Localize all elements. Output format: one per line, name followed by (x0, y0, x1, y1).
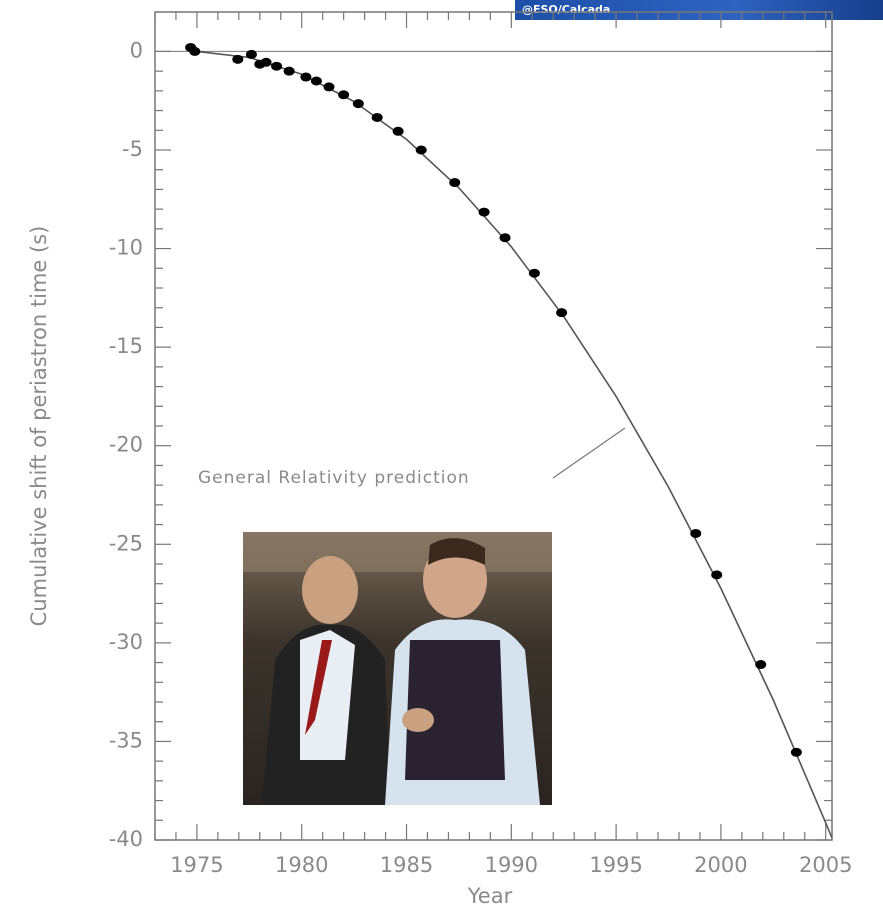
data-point (556, 308, 568, 318)
data-point (310, 76, 322, 86)
y-tick-label: -10 (109, 236, 143, 260)
x-tick-label: 1980 (275, 853, 328, 877)
data-point (528, 268, 540, 278)
annotation: General Relativity prediction (198, 468, 470, 488)
y-tick-label: -20 (109, 433, 143, 457)
data-point (260, 57, 272, 67)
y-tick-label: -15 (109, 334, 143, 358)
watermark-banner (515, 0, 883, 20)
data-point (245, 49, 257, 59)
x-tick-label: 1975 (170, 853, 223, 877)
y-tick-label: -40 (109, 827, 143, 851)
y-tick-label: -25 (109, 531, 143, 555)
data-point (478, 207, 490, 217)
data-point (271, 61, 283, 71)
data-point (711, 570, 723, 580)
y-tick-label: -30 (109, 630, 143, 654)
data-point (755, 660, 767, 670)
x-tick-label: 1990 (485, 853, 538, 877)
y-tick-label: -5 (122, 137, 143, 161)
y-axis-label: Cumulative shift of periastron time (s) (27, 226, 51, 627)
data-point (232, 54, 244, 64)
data-point (352, 99, 364, 109)
data-point (338, 90, 350, 100)
data-point (499, 233, 511, 243)
data-point (392, 126, 404, 136)
data-point (690, 528, 702, 538)
x-tick-label: 1985 (380, 853, 433, 877)
data-point (371, 112, 383, 122)
data-point (790, 747, 802, 757)
x-tick-label: 2005 (799, 853, 852, 877)
y-tick-label: 0 (130, 38, 143, 62)
x-tick-label: 2000 (694, 853, 747, 877)
data-point (283, 66, 295, 76)
x-axis-label: Year (467, 884, 513, 908)
data-point (415, 145, 427, 155)
annotation-leader (552, 427, 626, 479)
data-point (300, 72, 312, 82)
y-tick-label: -35 (109, 728, 143, 752)
photo (243, 532, 552, 805)
watermark: @ESO/Calcada (522, 3, 610, 16)
x-tick-label: 1995 (589, 853, 642, 877)
data-point (449, 178, 461, 188)
data-point (323, 82, 335, 92)
data-point (189, 46, 201, 56)
